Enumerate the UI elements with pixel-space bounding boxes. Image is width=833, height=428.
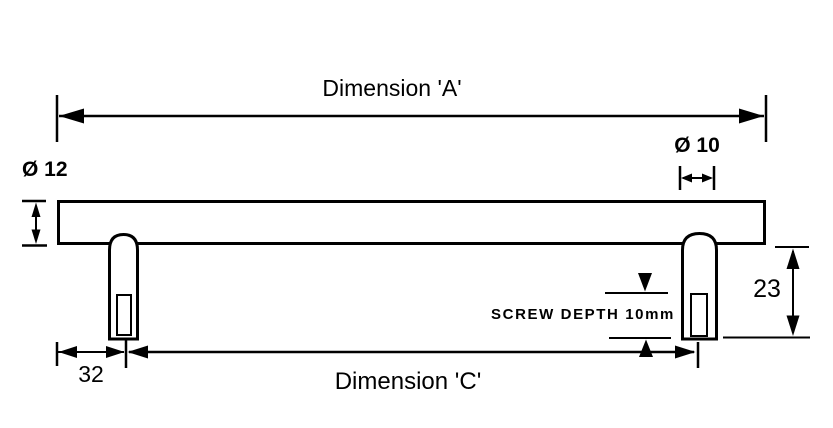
end-offset-label: 32	[78, 361, 104, 387]
dim-23-arrow	[723, 246, 810, 339]
post-height-label: 23	[753, 275, 781, 303]
right-screw-hole	[690, 293, 708, 337]
dimension-c-label: Dimension 'C'	[334, 368, 482, 395]
bar-diameter-label: Ø 12	[22, 158, 68, 181]
handle-bar	[57, 200, 766, 245]
screw-depth-label: SCREW DEPTH 10mm	[491, 306, 675, 323]
dia12-arrow	[22, 199, 47, 247]
dim-32-arrow	[55, 339, 128, 368]
post-diameter-label: Ø 10	[674, 134, 720, 157]
dim-c-arrow	[127, 342, 700, 368]
dim-a-arrow	[55, 95, 768, 142]
left-screw-hole	[116, 294, 132, 336]
dimension-a-label: Dimension 'A'	[322, 75, 462, 101]
dia10-arrow	[678, 166, 716, 190]
